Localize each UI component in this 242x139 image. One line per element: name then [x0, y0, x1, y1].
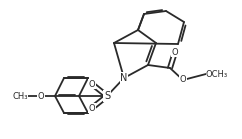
Text: S: S [104, 91, 110, 101]
Text: O: O [89, 104, 95, 112]
Text: O: O [89, 80, 95, 89]
Text: N: N [120, 73, 128, 83]
Text: O: O [172, 48, 178, 56]
Text: CH₃: CH₃ [12, 91, 28, 100]
Text: O: O [180, 75, 186, 85]
Text: OCH₃: OCH₃ [206, 70, 228, 79]
Text: O: O [38, 91, 44, 100]
